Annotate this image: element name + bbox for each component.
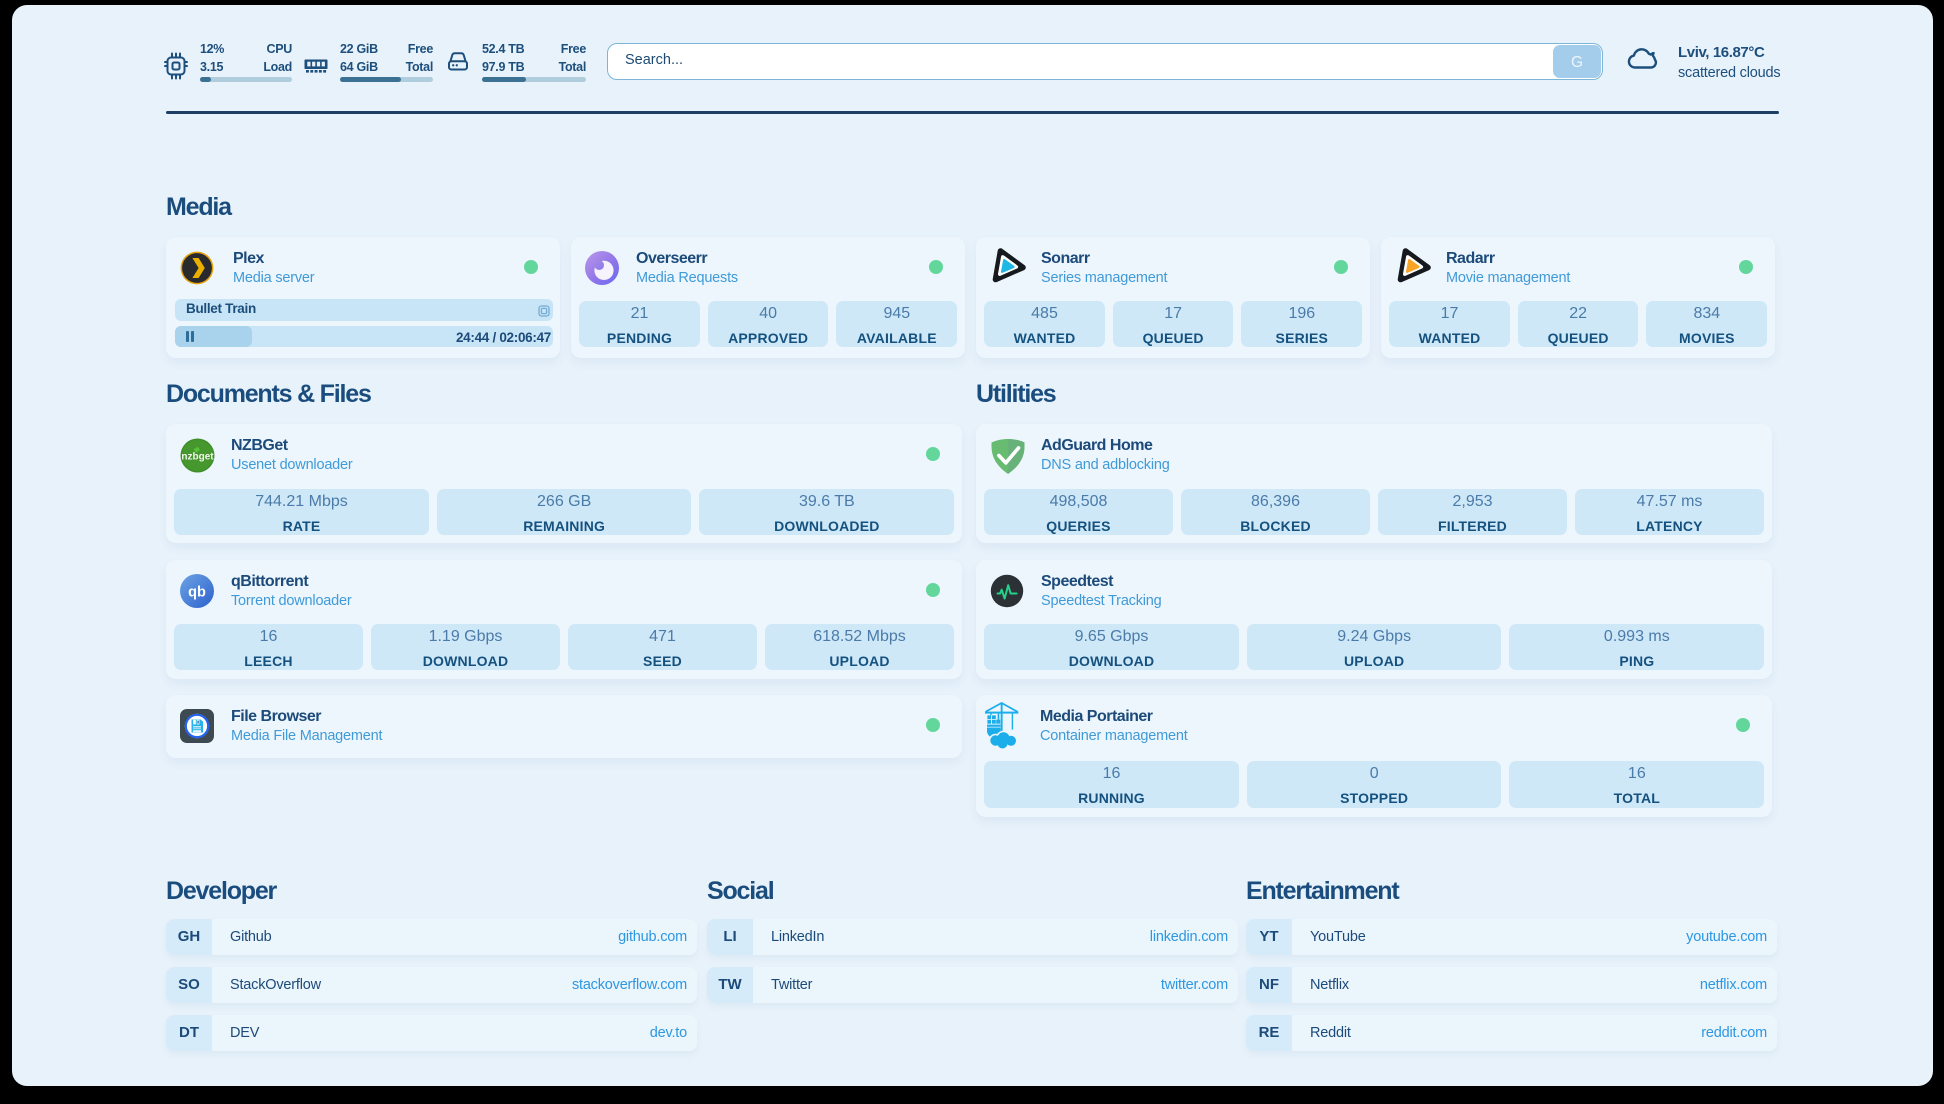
svg-text:nzbget: nzbget (181, 452, 214, 463)
svg-text:qb: qb (188, 584, 206, 600)
